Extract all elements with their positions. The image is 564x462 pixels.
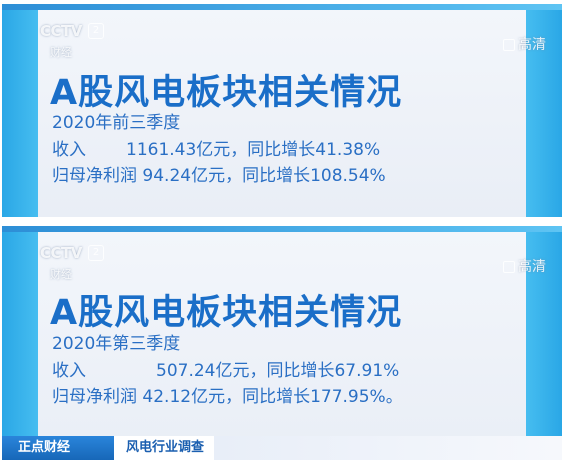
revenue-label: 收入 (52, 140, 86, 160)
right-blue-border (526, 226, 562, 460)
hd-icon (503, 261, 515, 273)
revenue-label: 收入 (52, 361, 86, 381)
cctv-logo: CCTV 2 财经 (40, 22, 104, 62)
video-frame-top: CCTV 2 财经 高清 A股风电板块相关情况 2020年前三季度 收入 1161… (2, 4, 562, 217)
logo-channel: CCTV (40, 244, 82, 262)
lower-third-bar: 正点财经 风电行业调查 (2, 436, 562, 460)
left-blue-border (2, 226, 38, 460)
revenue-row: 收入 1161.43亿元，同比增长41.38% (52, 135, 380, 160)
right-blue-border (526, 4, 562, 217)
hd-label: 高清 (518, 37, 546, 53)
revenue-value: 507.24亿元，同比增长67.91% (156, 361, 400, 381)
logo-sub: 财经 (50, 46, 72, 59)
video-frame-bottom: CCTV 2 财经 高清 A股风电板块相关情况 2020年第三季度 收入 507.… (2, 226, 562, 460)
topic-name: 风电行业调查 (114, 436, 226, 460)
info-panel (38, 4, 526, 217)
profit-label: 归母净利润 (52, 387, 137, 407)
top-strip (2, 4, 562, 10)
lower-bar-fill (214, 436, 562, 460)
info-panel (38, 226, 526, 460)
revenue-value: 1161.43亿元，同比增长41.38% (126, 140, 381, 160)
top-strip (2, 226, 562, 232)
period-label: 2020年第三季度 (52, 334, 181, 354)
logo-channel: CCTV (40, 22, 82, 40)
card-title: A股风电板块相关情况 (50, 293, 403, 333)
logo-sub: 财经 (50, 268, 72, 281)
hd-icon (503, 39, 515, 51)
hd-label: 高清 (518, 259, 546, 275)
profit-row: 归母净利润 42.12亿元，同比增长177.95%。 (52, 382, 403, 407)
profit-value: 94.24亿元，同比增长108.54% (142, 166, 386, 186)
period-label: 2020年前三季度 (52, 113, 181, 133)
profit-label: 归母净利润 (52, 166, 137, 186)
logo-number: 2 (88, 245, 104, 261)
left-blue-border (2, 4, 38, 217)
profit-row: 归母净利润 94.24亿元，同比增长108.54% (52, 161, 386, 186)
card-title: A股风电板块相关情况 (50, 73, 403, 113)
program-name: 正点财经 (2, 436, 130, 460)
profit-value: 42.12亿元，同比增长177.95%。 (142, 387, 403, 407)
revenue-row: 收入 507.24亿元，同比增长67.91% (52, 356, 399, 381)
hd-watermark: 高清 (503, 256, 546, 276)
cctv-logo: CCTV 2 财经 (40, 244, 104, 284)
hd-watermark: 高清 (503, 34, 546, 54)
logo-number: 2 (88, 23, 104, 39)
